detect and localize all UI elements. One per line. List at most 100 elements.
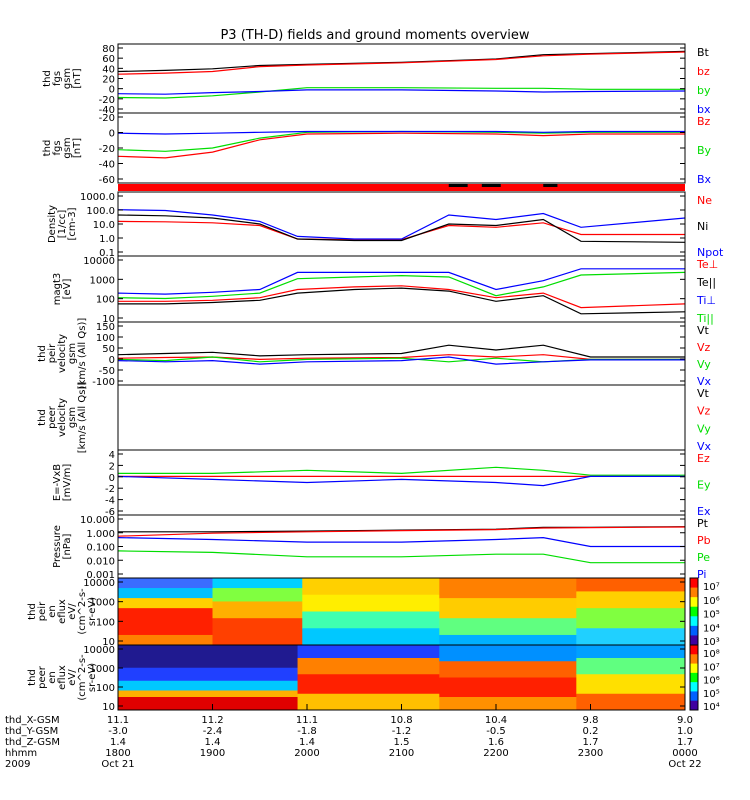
legend-entry: Te|| — [696, 276, 716, 289]
series-pressure-1 — [117, 526, 686, 537]
peer-spectrogram-cell — [118, 697, 299, 711]
colorbar-cell — [690, 597, 698, 608]
peir-spectrogram-cell — [439, 634, 577, 646]
ylabel: thd — [37, 345, 48, 362]
legend-entry: Vx — [697, 440, 712, 453]
ylabel: thd — [42, 140, 53, 157]
colorbar-cell — [690, 625, 698, 636]
xaxis-value: 2300 — [578, 748, 603, 759]
peir-spectrogram-cell — [439, 578, 577, 599]
ytick-label: 4 — [109, 450, 115, 461]
xaxis-value: 11.2 — [201, 715, 223, 726]
peer-spectrogram-cell — [118, 645, 299, 669]
legend-entry: Pi — [697, 568, 706, 581]
ylabel: magt3 — [52, 273, 63, 306]
legend-entry: Vy — [697, 358, 711, 371]
series-density-1 — [117, 214, 686, 243]
peir-spectrogram-cell — [118, 608, 213, 636]
peir-spectrogram-cell — [439, 618, 577, 636]
ytick-label: 100 — [96, 295, 115, 306]
legend-entry: bx — [697, 103, 711, 116]
peir-spectrogram-cell — [302, 594, 440, 612]
series-thd-2 — [117, 130, 685, 135]
colorbar-cell — [690, 672, 698, 683]
ylabel: [nT] — [72, 138, 83, 158]
ylabel: [cm-3] — [67, 207, 78, 240]
ytick-label: -20 — [99, 113, 115, 124]
ytick-label: 1000 — [90, 664, 115, 675]
legend-entry: Bx — [697, 173, 712, 186]
peer-spectrogram-cell — [297, 674, 440, 695]
ytick-label: 0.001 — [86, 570, 115, 581]
flag-mark — [448, 184, 468, 187]
ytick-label: -2 — [105, 484, 115, 495]
legend-entry: Vt — [697, 387, 710, 400]
ytick-label: -4 — [105, 496, 115, 507]
series-thd-1 — [117, 354, 685, 361]
series-magt3-3 — [117, 271, 686, 300]
series-thd-0 — [117, 344, 685, 358]
ytick-label: -100 — [92, 377, 115, 388]
series-pressure-2 — [117, 550, 685, 564]
ytick-label: -60 — [99, 175, 115, 186]
legend-entry: Ti|| — [696, 312, 714, 325]
colorbar-label: 10⁴ — [703, 623, 720, 634]
legend-entry: Ex — [697, 505, 711, 518]
peer-spectrogram-cell — [118, 690, 299, 698]
xaxis-value: 0000 — [672, 748, 697, 759]
ylabel: en — [47, 605, 58, 618]
peir-spectrogram-cell — [302, 628, 440, 646]
peer-spectrogram-cell — [297, 658, 440, 675]
ytick-label: 60 — [102, 54, 115, 65]
series-pressure-3 — [117, 536, 685, 548]
peer-spectrogram-cell — [118, 667, 299, 682]
ylabel: thd — [42, 70, 53, 87]
peir-spectrogram-cell — [118, 588, 213, 599]
xaxis-value: 10.4 — [485, 715, 507, 726]
ytick-label: 40 — [102, 64, 115, 75]
ytick-label: -6 — [105, 507, 115, 518]
peer-spectrogram-cell — [439, 661, 577, 678]
colorbar-label: 10³ — [703, 637, 720, 648]
ytick-label: 20 — [102, 75, 115, 86]
peer-spectrogram-cell — [439, 677, 577, 698]
series-thd-3 — [117, 356, 685, 365]
legend-entry: Ni — [697, 220, 708, 233]
colorbar-cell — [690, 645, 698, 655]
peir-spectrogram-cell — [302, 611, 440, 629]
colorbar-label: 10⁶ — [703, 676, 720, 687]
ytick-label: 1000 — [90, 275, 115, 286]
peir-spectrogram-cell — [212, 601, 303, 619]
colorbar-cell — [690, 700, 698, 711]
peir-spectrogram-cell — [439, 598, 577, 619]
xaxis-value: -0.5 — [486, 726, 506, 737]
ytick-label: 150 — [96, 322, 115, 333]
ylabel: (cm^2-s- — [77, 654, 88, 701]
legend-entry: Vy — [697, 422, 711, 435]
ylabel: thd — [27, 603, 38, 620]
ytick-label: 2 — [109, 461, 115, 472]
ylabel: Density — [47, 205, 58, 243]
peir-spectrogram-cell — [576, 578, 686, 592]
ytick-label: -40 — [99, 160, 115, 171]
series-thd-3 — [117, 89, 686, 95]
legend-entry: Vz — [697, 341, 711, 354]
colorbar-label: 10⁶ — [703, 596, 720, 607]
ylabel: eflux — [57, 665, 68, 690]
peer-spectrogram-cell — [118, 680, 299, 691]
xaxis-value: Oct 21 — [101, 759, 134, 770]
peer-spectrogram-cell — [297, 645, 440, 659]
colorbar-label: 10⁵ — [703, 689, 720, 700]
colorbar-label: 10⁷ — [703, 582, 720, 593]
series-magt3-2 — [117, 268, 685, 295]
colorbar-cell — [690, 691, 698, 702]
xaxis-value: 1.7 — [583, 737, 599, 748]
xaxis-value: 11.1 — [107, 715, 129, 726]
xaxis-value: 1.5 — [394, 737, 410, 748]
flag-mark — [543, 184, 558, 187]
ytick-label: 100 — [96, 333, 115, 344]
legend-entry: Ez — [697, 452, 710, 465]
ytick-label: 0 — [109, 473, 115, 484]
